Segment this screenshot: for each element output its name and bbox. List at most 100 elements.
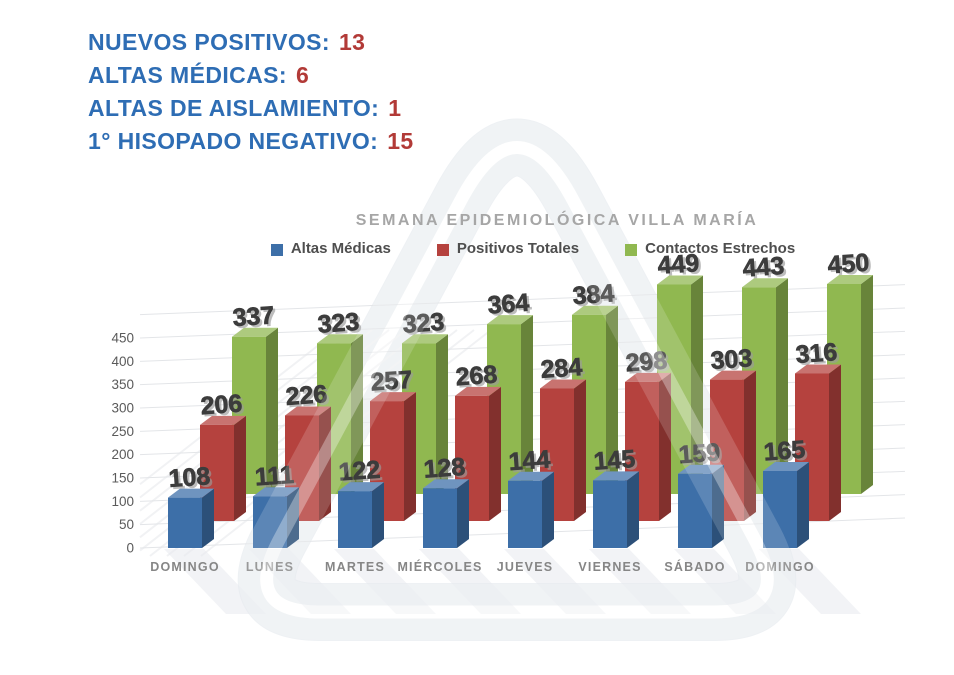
y-tick-label: 50 [119, 517, 134, 532]
bar-value-label: 257 [370, 366, 414, 397]
bar-value-label: 268 [455, 361, 499, 392]
bar-contactos-estrechos-1 [317, 334, 363, 494]
bar-side [372, 482, 384, 548]
bar-value-shadow: 284 [542, 355, 586, 386]
bar-value-shadow: 226 [287, 382, 331, 413]
bar-value-shadow: 364 [489, 291, 533, 322]
legend-label: Positivos Totales [456, 240, 580, 257]
stat-value: 1 [388, 95, 402, 121]
bar-value-shadow: 122 [340, 458, 384, 489]
bar-value-shadow: 450 [829, 251, 873, 282]
stat-value: 13 [338, 29, 366, 55]
bar-front [508, 480, 542, 548]
bar-top [317, 334, 363, 344]
bar-top [657, 275, 703, 285]
legend-swatch-red [436, 243, 449, 256]
bar-value-shadow: 165 [765, 438, 809, 469]
bar-side [574, 379, 586, 521]
stat-label: ALTAS MÉDICAS: [88, 62, 287, 88]
chart-legend: Altas Médicas Positivos Totales Contacto… [112, 240, 954, 257]
bar-side [404, 392, 416, 521]
stat-value: 15 [387, 128, 414, 154]
bar-value-shadow: 206 [202, 392, 246, 423]
bar-value-label: 337 [232, 301, 276, 332]
stat-line: ALTAS DE AISLAMIENTO: 1 [88, 92, 414, 125]
bar-value-label: 384 [572, 279, 616, 310]
bar-side [351, 334, 363, 494]
bar-front [338, 491, 372, 548]
legend-item-positivos-totales: Positivos Totales [436, 240, 580, 257]
stat-label: ALTAS DE AISLAMIENTO: [88, 95, 380, 121]
bar-value-label: 122 [338, 456, 382, 487]
bar-value-label: 303 [710, 344, 754, 375]
bar-value-label: 159 [678, 438, 722, 469]
bar-value-label: 206 [200, 389, 244, 420]
bar-value-shadow: 443 [744, 254, 788, 285]
stat-line: 1° HISOPADO NEGATIVO: 15 [88, 125, 414, 158]
bar-value-label: 144 [508, 445, 552, 476]
bar-altas-médicas-0 [168, 488, 214, 548]
bar-altas-médicas-1 [253, 487, 299, 548]
bar-side [861, 275, 873, 494]
bar-side [606, 305, 618, 494]
x-category-label: SÁBADO [664, 559, 725, 574]
floor-shadow [759, 549, 861, 614]
bar-front [678, 473, 712, 548]
bar-value-shadow: 449 [659, 251, 703, 282]
bar-value-shadow: 159 [680, 441, 724, 472]
bar-side [234, 415, 246, 521]
watermark-overlay-line [260, 141, 774, 619]
stat-line: NUEVOS POSITIVOS: 13 [88, 26, 414, 59]
stat-label: NUEVOS POSITIVOS: [88, 29, 330, 55]
bar-top [253, 487, 299, 497]
stats-block: NUEVOS POSITIVOS: 13 ALTAS MÉDICAS: 6 ALTA… [88, 26, 414, 158]
y-tick-label: 400 [111, 354, 134, 369]
bar-value-label: 323 [402, 308, 446, 339]
bar-side [829, 364, 841, 521]
bar-front [593, 480, 627, 548]
bar-value-shadow: 384 [574, 282, 618, 313]
bar-value-shadow: 316 [797, 340, 841, 371]
bar-top [678, 464, 724, 474]
bar-value-label: 449 [657, 249, 701, 280]
bar-value-shadow: 268 [457, 363, 501, 394]
bar-altas-médicas-4 [508, 471, 554, 548]
x-category-label: MARTES [325, 560, 385, 574]
bar-side [287, 487, 299, 548]
floor-shadow [334, 549, 436, 614]
chart-title: SEMANA EPIDEMIOLÓGICA VILLA MARÍA [355, 212, 759, 229]
legend-swatch-green [625, 243, 638, 256]
bar-front [763, 471, 797, 548]
bar-value-label: 145 [593, 445, 637, 476]
bar-side [744, 370, 756, 521]
x-category-label: DOMINGO [150, 560, 220, 574]
legend-item-altas-medicas: Altas Médicas [270, 240, 391, 257]
legend-label: Contactos Estrechos [645, 240, 796, 257]
bar-top [625, 372, 671, 382]
bar-value-shadow: 257 [372, 368, 416, 399]
bar-side [659, 372, 671, 521]
floor-shadow [419, 549, 521, 614]
bar-side [691, 275, 703, 494]
bar-value-label: 284 [540, 353, 584, 384]
bar-side [627, 471, 639, 548]
y-tick-label: 200 [111, 447, 134, 462]
bar-altas-médicas-3 [423, 479, 469, 548]
bar-value-shadow: 145 [595, 447, 639, 478]
bar-value-label: 323 [317, 308, 361, 339]
bar-front [423, 488, 457, 548]
bar-value-label: 364 [487, 289, 531, 320]
bar-value-label: 111 [254, 461, 295, 492]
bar-top [508, 471, 554, 481]
bar-altas-médicas-6 [678, 464, 724, 548]
bar-top [593, 471, 639, 481]
floor-shadow [589, 549, 691, 614]
bar-top [763, 462, 809, 471]
bar-top [232, 327, 278, 337]
bar-side [521, 315, 533, 494]
bar-top [795, 364, 841, 374]
bar-value-shadow: 303 [712, 346, 756, 377]
bar-front [168, 497, 202, 548]
